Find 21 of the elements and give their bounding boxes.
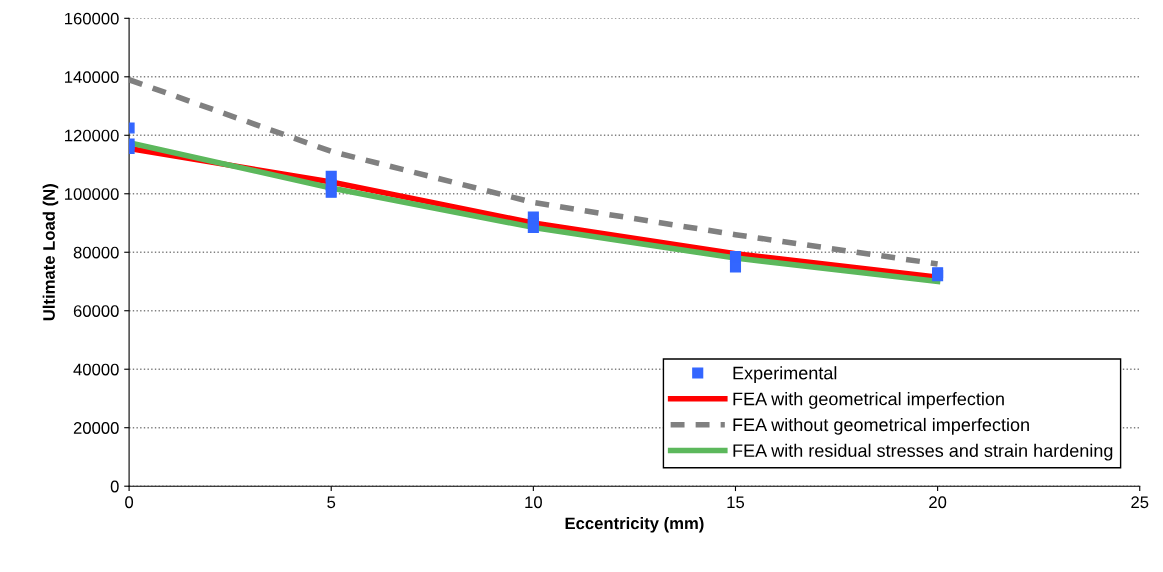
x-tick-label: 10 [525,496,542,509]
y-tick-label: 120000 [65,129,119,142]
y-tick-label: 160000 [65,12,119,25]
x-tick-label: 5 [327,496,336,509]
y-tick-label: 60000 [73,305,119,317]
y-tick-label: 20000 [73,422,119,434]
legend-label: FEA with residual stresses and strain hardening [733,443,1113,461]
y-tick-label: 80000 [73,246,119,259]
y-tick-label: 40000 [73,363,119,376]
x-tick-label: 25 [1131,496,1149,509]
legend-label: FEA with geometrical imperfection [733,392,1004,409]
legend-label: FEA without geometrical imperfection [733,417,1029,435]
y-tick-label: 100000 [65,188,119,200]
legend-label: Experimental [733,366,837,384]
x-axis-title: Eccentricity (mm) [565,517,704,533]
x-tick-label: 0 [125,496,134,509]
y-axis-title: Ultimate Load (N) [42,184,59,321]
x-tick-label: 20 [929,496,947,509]
x-tick-label: 15 [727,496,745,509]
y-tick-label: 0 [110,480,119,493]
y-tick-label: 140000 [65,71,119,83]
